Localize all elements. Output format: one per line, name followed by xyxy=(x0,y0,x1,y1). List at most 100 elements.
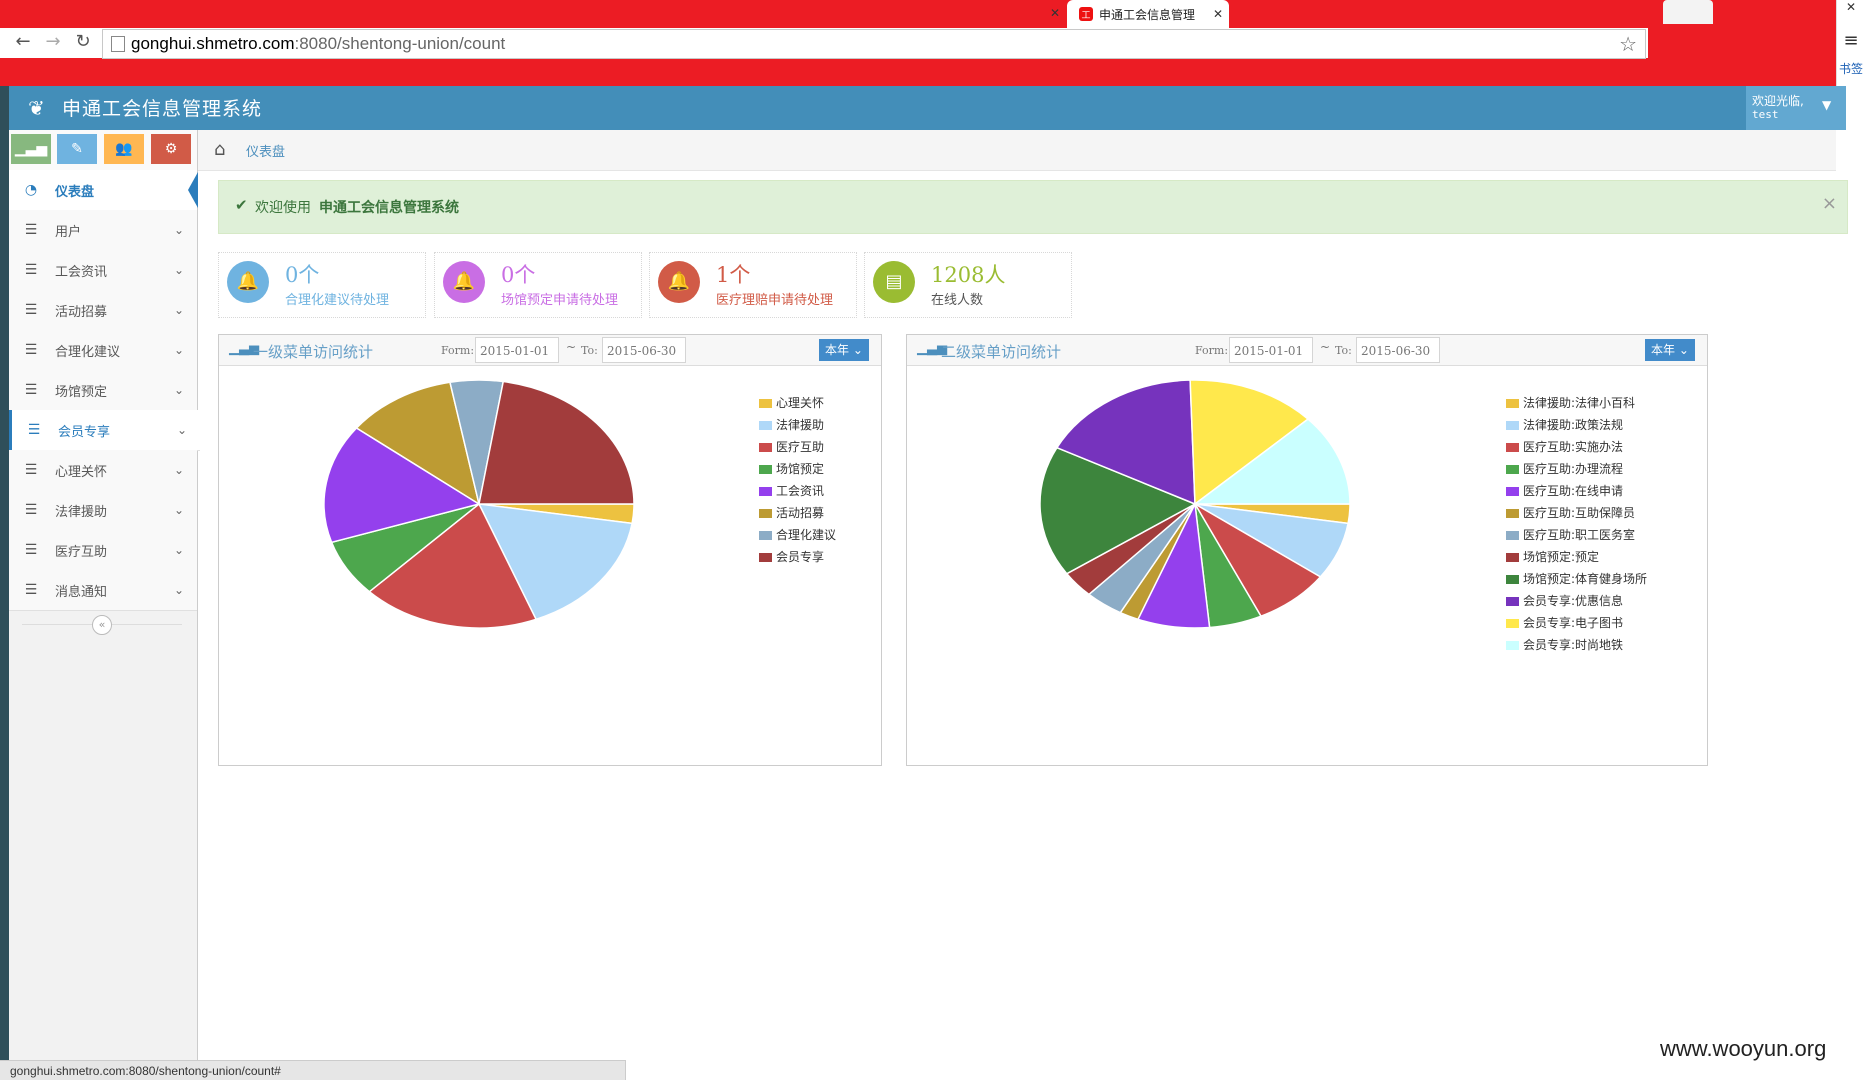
dashboard-icon: ◔ xyxy=(24,182,38,198)
pie-chart-2 xyxy=(1039,379,1351,629)
app-navbar xyxy=(9,86,1836,130)
username: test xyxy=(1752,108,1779,121)
sidebar-item-activities[interactable]: ☰ 活动招募 ⌄ xyxy=(9,290,197,331)
sidebar-item-label: 法律援助 xyxy=(55,504,108,520)
range-select-button[interactable]: 本年 ⌄ xyxy=(819,339,869,361)
legend-label: 场馆预定:预定 xyxy=(1523,550,1600,564)
legend-item: 活动招募 xyxy=(759,505,824,521)
shortcut-pencil-button[interactable]: ✎ xyxy=(57,134,97,164)
sidebar-item-label: 工会资讯 xyxy=(55,264,108,280)
sidebar-item-label: 场馆预定 xyxy=(55,384,108,400)
legend-swatch xyxy=(1506,531,1519,540)
forward-button[interactable]: → xyxy=(45,31,61,52)
shortcut-group-button[interactable]: 👥 xyxy=(104,134,144,164)
legend-label: 会员专享 xyxy=(776,550,825,564)
legend-item: 法律援助 xyxy=(759,417,824,433)
bookmarks-label[interactable]: 书签 xyxy=(1838,62,1863,76)
prev-tab-close-icon[interactable]: ✕ xyxy=(1050,6,1061,20)
new-tab-button[interactable] xyxy=(1663,0,1713,24)
bell-icon: 🔔 xyxy=(227,261,269,303)
tab-close-icon[interactable]: ✕ xyxy=(1213,7,1224,21)
sidebar-item-suggestions[interactable]: ☰ 合理化建议 ⌄ xyxy=(9,330,197,371)
caret-down-icon: ⌄ xyxy=(1678,343,1689,357)
legend-label: 会员专享:时尚地铁 xyxy=(1523,638,1624,652)
legend-label: 医疗互助:职工医务室 xyxy=(1523,528,1636,542)
sidebar-item-label: 活动招募 xyxy=(55,304,108,320)
pie-slice xyxy=(478,380,635,505)
shortcut-cogs-button[interactable]: ⚙ xyxy=(151,134,191,164)
legend-swatch xyxy=(759,509,772,518)
url-path: :8080/shentong-union/count xyxy=(294,34,506,53)
legend-label: 活动招募 xyxy=(776,506,825,520)
list-icon: ☰ xyxy=(24,502,38,518)
back-button[interactable]: ← xyxy=(15,31,31,52)
welcome-text: 欢迎光临, xyxy=(1752,94,1804,108)
range-label: 本年 xyxy=(825,343,850,357)
breadcrumb-current[interactable]: 仪表盘 xyxy=(246,145,286,160)
app-title[interactable]: 申通工会信息管理系统 xyxy=(62,98,263,120)
legend-item: 场馆预定:预定 xyxy=(1506,549,1599,565)
sidebar-item-member-perks[interactable]: ☰ 会员专享 ⌄ xyxy=(9,410,200,451)
legend-label: 法律援助 xyxy=(776,418,825,432)
legend-item: 医疗互助:职工医务室 xyxy=(1506,527,1635,543)
infobox-medical: 🔔 1个 医疗理赔申请待处理 xyxy=(649,252,857,318)
panel-header: ▁▃▅ 二级菜单访问统计 Form: 2015-01-01 ~ To: 2015… xyxy=(907,335,1707,366)
alert-close-icon[interactable]: × xyxy=(1821,193,1837,214)
legend-swatch xyxy=(1506,641,1519,650)
browser-tab[interactable]: 工 申通工会信息管理 ✕ xyxy=(1067,0,1229,28)
chevron-down-icon: ⌄ xyxy=(173,303,185,317)
tilde: ~ xyxy=(1320,340,1331,354)
sidebar-item-venue-booking[interactable]: ☰ 场馆预定 ⌄ xyxy=(9,370,197,411)
home-icon[interactable]: ⌂ xyxy=(214,139,226,160)
sidebar-item-label: 消息通知 xyxy=(55,584,108,600)
legend-item: 会员专享:电子图书 xyxy=(1506,615,1623,631)
to-date-input[interactable]: 2015-06-30 xyxy=(1356,337,1440,363)
chevron-down-icon: ⌄ xyxy=(173,383,185,397)
sidebar-item-medical-aid[interactable]: ☰ 医疗互助 ⌄ xyxy=(9,530,197,571)
sidebar-item-users[interactable]: ☰ 用户 ⌄ xyxy=(9,210,197,251)
list-icon: ☰ xyxy=(24,382,38,398)
user-menu[interactable]: 欢迎光临, test ▼ xyxy=(1746,86,1846,130)
sidebar-item-mental-care[interactable]: ☰ 心理关怀 ⌄ xyxy=(9,450,197,491)
legend-swatch xyxy=(1506,443,1519,452)
legend-item: 法律援助:法律小百科 xyxy=(1506,395,1635,411)
bookmark-star-icon[interactable]: ☆ xyxy=(1619,32,1637,56)
from-date-input[interactable]: 2015-01-01 xyxy=(1229,337,1313,363)
browser-menu-icon[interactable]: ≡ xyxy=(1843,30,1859,51)
infobox-number: 0个 xyxy=(501,263,536,287)
sidebar-item-dashboard[interactable]: ◔ 仪表盘 xyxy=(9,170,197,211)
window-close-icon[interactable]: ✕ xyxy=(1845,0,1857,14)
legend-item: 会员专享:时尚地铁 xyxy=(1506,637,1623,653)
sidebar-item-label: 会员专享 xyxy=(58,424,111,440)
desktop-edge xyxy=(0,86,9,1080)
legend-swatch xyxy=(759,553,772,562)
sidebar-item-notifications[interactable]: ☰ 消息通知 ⌄ xyxy=(9,570,197,611)
legend-label: 心理关怀 xyxy=(776,396,825,410)
legend-swatch xyxy=(759,443,772,452)
alert-system-name: 申通工会信息管理系统 xyxy=(319,200,459,216)
legend-swatch xyxy=(1506,399,1519,408)
pie-slice xyxy=(1189,379,1310,506)
address-url: gonghui.shmetro.com:8080/shentong-union/… xyxy=(131,34,505,54)
sidebar-item-legal-aid[interactable]: ☰ 法律援助 ⌄ xyxy=(9,490,197,531)
reload-button[interactable]: ↻ xyxy=(75,31,91,52)
range-select-button[interactable]: 本年 ⌄ xyxy=(1645,339,1695,361)
bell-icon: 🔔 xyxy=(443,261,485,303)
to-date-input[interactable]: 2015-06-30 xyxy=(602,337,686,363)
sidebar-item-label: 仪表盘 xyxy=(55,184,95,200)
legend-swatch xyxy=(1506,465,1519,474)
address-bar[interactable]: gonghui.shmetro.com:8080/shentong-union/… xyxy=(102,29,1646,59)
from-date-input[interactable]: 2015-01-01 xyxy=(475,337,559,363)
caret-down-icon: ⌄ xyxy=(852,343,863,357)
sidebar-collapse-icon[interactable]: « xyxy=(92,615,112,635)
to-label: To: xyxy=(581,344,598,357)
pie-slice xyxy=(1192,418,1351,505)
pie-chart-1 xyxy=(323,379,635,629)
welcome-alert: ✔ 欢迎使用 申通工会信息管理系统 × xyxy=(218,180,1848,234)
infobox-label: 医疗理赔申请待处理 xyxy=(716,293,834,308)
legend-swatch xyxy=(1506,509,1519,518)
sidebar-item-label: 用户 xyxy=(55,224,82,240)
shortcut-signal-button[interactable]: ▁▃▅ xyxy=(11,134,51,164)
pie-slice xyxy=(1055,379,1196,506)
sidebar-item-union-news[interactable]: ☰ 工会资讯 ⌄ xyxy=(9,250,197,291)
